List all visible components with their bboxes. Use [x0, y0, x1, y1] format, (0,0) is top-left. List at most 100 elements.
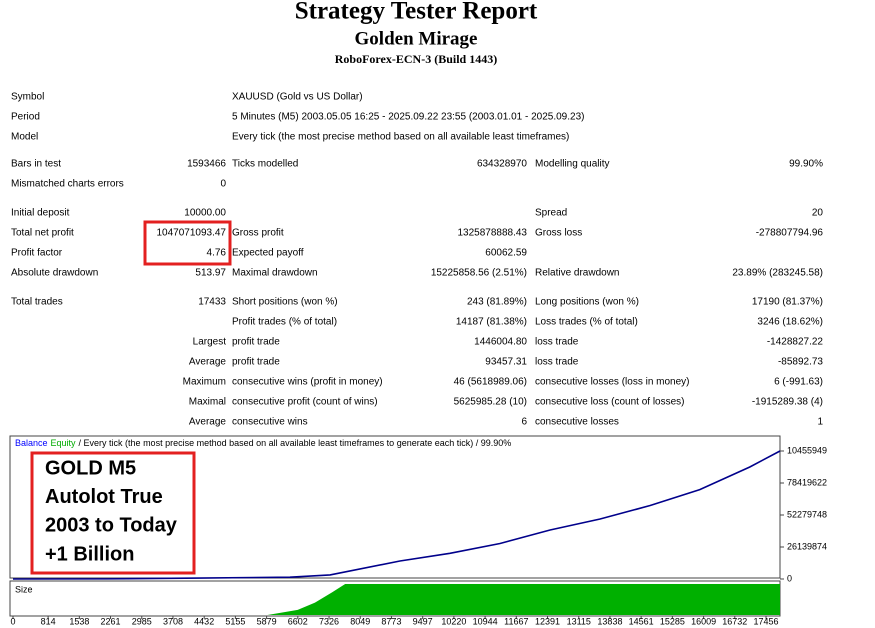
x-tick-label: 1538 [69, 616, 89, 626]
server: RoboForex-ECN-3 (Build 1443) [335, 52, 497, 66]
info-label: Period [11, 112, 40, 123]
balance-line [12, 450, 781, 580]
stat-label: Initial deposit [11, 208, 70, 219]
stat-label: profit trade [232, 337, 280, 348]
stat-value: -1428827.22 [767, 337, 824, 348]
stat-label: Relative drawdown [535, 268, 620, 279]
legend-note: / Every tick (the most precise method ba… [79, 438, 512, 448]
x-tick-label: 6602 [288, 616, 308, 626]
x-tick-label: 2261 [101, 616, 121, 626]
stat-label: profit trade [232, 357, 280, 368]
y-tick-label: 26139874 [787, 541, 827, 551]
stat-label: Gross loss [535, 228, 582, 239]
highlight-box [143, 220, 232, 266]
stat-label: consecutive wins [232, 417, 308, 428]
stat-value: Maximal [189, 397, 226, 408]
stat-label: loss trade [535, 357, 579, 368]
x-tick-label: 0 [10, 616, 15, 626]
stat-value: 0 [220, 179, 226, 190]
stat-value: -1915289.38 (4) [752, 397, 823, 408]
stat-value: 243 (81.89%) [467, 297, 527, 308]
stat-value: 634328970 [477, 159, 527, 170]
info-value: 5 Minutes (M5) 2003.05.05 16:25 - 2025.0… [232, 112, 584, 123]
x-tick-label: 5879 [257, 616, 277, 626]
x-tick-label: 17456 [754, 616, 779, 626]
stat-label: Total trades [11, 297, 63, 308]
stat-label: consecutive profit (count of wins) [232, 397, 378, 408]
legend-balance: Balance [15, 438, 48, 448]
stat-value: 1446004.80 [474, 337, 527, 348]
annotation-line: Autolot True [45, 486, 163, 508]
annotation-box [30, 451, 196, 575]
stat-value: 46 (5618989.06) [454, 377, 527, 388]
stat-value: 10000.00 [184, 208, 226, 219]
stat-value: 93457.31 [485, 357, 527, 368]
stat-label: loss trade [535, 337, 579, 348]
stat-label: Maximal drawdown [232, 268, 318, 279]
stat-label: Profit factor [11, 248, 63, 259]
stat-value: 1325878888.43 [457, 228, 527, 239]
stat-value: -85892.73 [778, 357, 823, 368]
stat-value: 3246 (18.62%) [757, 317, 823, 328]
stat-label: Ticks modelled [232, 159, 298, 170]
x-tick-label: 4432 [194, 616, 214, 626]
x-tick-label: 5155 [225, 616, 245, 626]
stat-value: Maximum [183, 377, 226, 388]
x-tick-label: 2985 [132, 616, 152, 626]
stat-label: Gross profit [232, 228, 284, 239]
title: Strategy Tester Report [295, 0, 538, 25]
stat-value: 17190 (81.37%) [752, 297, 823, 308]
info-value: XAUUSD (Gold vs US Dollar) [232, 92, 363, 103]
legend-equity: Equity [51, 438, 77, 448]
stat-value: -278807794.96 [756, 228, 824, 239]
x-tick-label: 13115 [567, 616, 591, 626]
stat-label: Absolute drawdown [11, 268, 98, 279]
stat-value: 1047071093.47 [156, 228, 226, 239]
stat-label: Expected payoff [232, 248, 304, 259]
size-area [267, 584, 780, 615]
stat-value: Largest [193, 337, 227, 348]
y-tick-label: 78419622 [787, 477, 827, 487]
stat-label: Mismatched charts errors [11, 179, 124, 190]
stat-label: consecutive losses (loss in money) [535, 377, 690, 388]
x-tick-label: 7326 [319, 616, 339, 626]
x-tick-label: 3708 [163, 616, 183, 626]
stat-label: Bars in test [11, 159, 61, 170]
x-tick-label: 16732 [722, 616, 747, 626]
x-tick-label: 10220 [441, 616, 466, 626]
stat-value: 4.76 [207, 248, 227, 259]
stat-label: Profit trades (% of total) [232, 317, 337, 328]
y-tick-label: 52279748 [787, 509, 827, 519]
stat-label: consecutive losses [535, 417, 619, 428]
x-tick-label: 10944 [473, 616, 498, 626]
stat-label: Total net profit [11, 228, 74, 239]
legend: Balance Equity / Every tick (the most prec… [15, 438, 511, 448]
x-tick-label: 8773 [381, 616, 401, 626]
y-tick-label: 0 [787, 573, 792, 583]
x-tick-label: 12391 [535, 616, 560, 626]
x-tick-label: 13838 [597, 616, 622, 626]
stat-value: 1593466 [187, 159, 226, 170]
annotation-line: 2003 to Today [45, 515, 178, 537]
stat-value: 14187 (81.38%) [456, 317, 527, 328]
stat-value: 6 [521, 417, 527, 428]
subtitle: Golden Mirage [355, 28, 478, 49]
annotation-line: +1 Billion [45, 543, 134, 565]
info-label: Symbol [11, 92, 44, 103]
annotation-line: GOLD M5 [45, 457, 136, 479]
stat-value: Average [189, 357, 227, 368]
stat-value: 20 [812, 208, 824, 219]
x-tick-label: 16009 [691, 616, 716, 626]
stat-value: 6 (-991.63) [774, 377, 823, 388]
stat-label: Long positions (won %) [535, 297, 639, 308]
stat-label: consecutive loss (count of losses) [535, 397, 685, 408]
stat-value: 60062.59 [485, 248, 527, 259]
stat-value: Average [189, 417, 227, 428]
stat-value: 17433 [198, 297, 226, 308]
stat-value: 15225858.56 (2.51%) [431, 268, 527, 279]
stat-label: Short positions (won %) [232, 297, 338, 308]
stat-value: 513.97 [195, 268, 226, 279]
x-tick-label: 8049 [350, 616, 370, 626]
stat-value: 23.89% (283245.58) [732, 268, 823, 279]
